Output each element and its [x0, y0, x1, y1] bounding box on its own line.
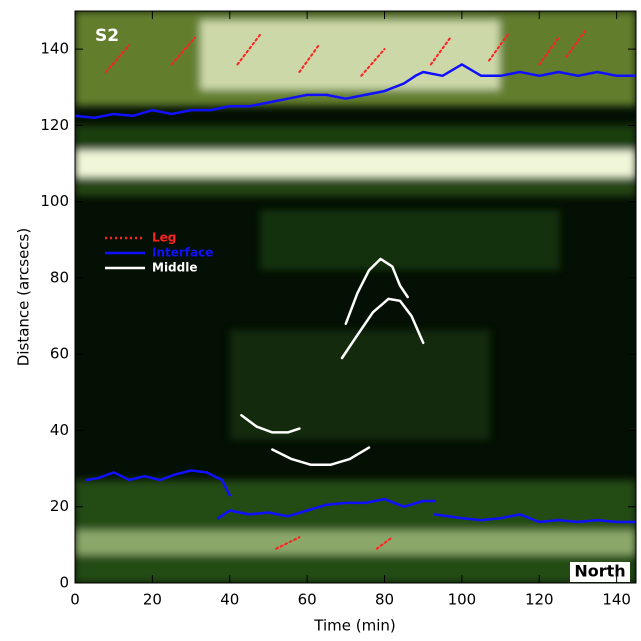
annotation: S2 [95, 26, 119, 46]
y-tick-label: 40 [50, 421, 69, 439]
y-axis-label: Distance (arcsecs) [15, 228, 33, 366]
x-tick-label: 140 [602, 591, 631, 609]
y-tick-label: 60 [50, 345, 69, 363]
x-tick-label: 40 [220, 591, 239, 609]
legend-label: Leg [152, 231, 176, 245]
x-axis-label: Time (min) [313, 617, 395, 635]
x-tick-label: 120 [525, 591, 554, 609]
series-line [75, 63, 636, 524]
series-line [240, 257, 425, 467]
plot-frame [74, 10, 637, 584]
y-tick-label: 120 [40, 116, 69, 134]
y-tick-label: 0 [59, 574, 69, 592]
annotation-box [570, 562, 630, 582]
heatmap [75, 11, 636, 583]
y-tick-label: 80 [50, 268, 69, 286]
x-tick-label: 60 [298, 591, 317, 609]
y-tick-label: 20 [50, 497, 69, 515]
x-tick-label: 0 [70, 591, 80, 609]
y-tick-label: 100 [40, 192, 69, 210]
legend-label: Middle [152, 261, 198, 275]
x-tick-label: 80 [375, 591, 394, 609]
y-tick-label: 140 [40, 40, 69, 58]
x-tick-label: 20 [143, 591, 162, 609]
series-line [105, 29, 587, 550]
legend-label: Interface [152, 246, 213, 260]
annotation: North [574, 562, 625, 581]
x-tick-label: 100 [448, 591, 477, 609]
